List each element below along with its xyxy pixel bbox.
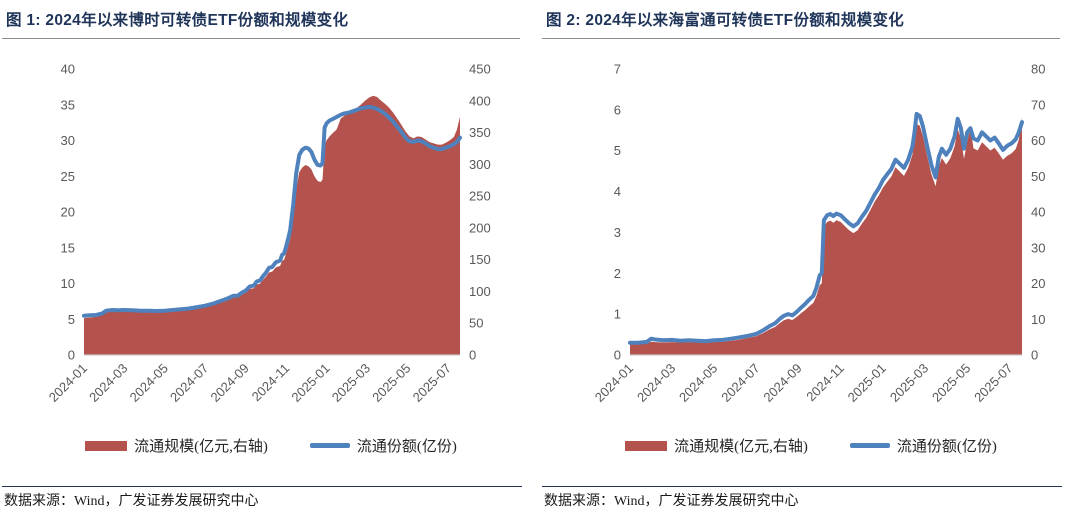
x-axis-ticks: 2024-012024-032024-052024-072024-092024-…: [46, 361, 454, 405]
area-swatch-icon: [85, 440, 128, 451]
legend-item-share: 流通份额(亿份): [849, 435, 997, 456]
figure-2: 图 2: 2024年以来海富通可转债ETF份额和规模变化 0 1 2 3 4 5 6 7 0 10…: [540, 0, 1080, 523]
svg-text:40: 40: [61, 62, 75, 77]
svg-text:2024-09: 2024-09: [207, 361, 251, 405]
svg-text:250: 250: [469, 189, 491, 204]
svg-text:7: 7: [614, 62, 621, 77]
figure-1-chart-canvas: 0510152025303540050100150200250300350400…: [46, 62, 491, 405]
svg-text:350: 350: [469, 125, 491, 140]
figure-2-title-rule: [542, 38, 1060, 39]
right-axis-ticks: 0 50 100 150 200 250 300 350 400 450: [469, 62, 491, 363]
left-axis-ticks: 0 5 10 15 20 25 30 35 40: [61, 62, 75, 363]
svg-text:0: 0: [68, 348, 75, 363]
svg-text:25: 25: [61, 169, 75, 184]
svg-text:40: 40: [1031, 205, 1045, 220]
figure-2-chart-canvas: 01234567010203040506070802024-012024-032…: [592, 62, 1046, 405]
svg-text:6: 6: [614, 102, 621, 117]
svg-text:150: 150: [469, 252, 491, 267]
svg-text:35: 35: [61, 97, 75, 112]
legend-label-share: 流通份额(亿份): [896, 439, 997, 455]
svg-text:450: 450: [469, 62, 491, 77]
figure-1-source-rule: [2, 486, 522, 487]
svg-text:2025-01: 2025-01: [288, 361, 332, 405]
svg-text:10: 10: [1031, 312, 1045, 327]
svg-text:2024-01: 2024-01: [592, 361, 636, 405]
svg-text:400: 400: [469, 93, 491, 108]
svg-text:2024-05: 2024-05: [676, 361, 720, 405]
svg-text:2024-11: 2024-11: [803, 361, 847, 405]
svg-text:70: 70: [1031, 97, 1045, 112]
series-area: [630, 117, 1022, 355]
figure-1-title: 图 1: 2024年以来博时可转债ETF份额和规模变化: [6, 12, 349, 29]
svg-text:2024-07: 2024-07: [718, 361, 762, 405]
svg-text:2025-05: 2025-05: [929, 361, 973, 405]
svg-text:300: 300: [469, 157, 491, 172]
legend-label-share: 流通份额(亿份): [356, 439, 457, 455]
series-area: [84, 95, 460, 355]
figure-1-legend: 流通规模(亿元,右轴) 流通份额(亿份): [2, 435, 540, 456]
right-axis-ticks: 0 10 20 30 40 50 60 70 80: [1031, 62, 1045, 363]
svg-text:4: 4: [614, 184, 621, 199]
svg-text:2024-09: 2024-09: [760, 361, 804, 405]
svg-text:5: 5: [614, 143, 621, 158]
svg-text:50: 50: [469, 316, 483, 331]
svg-text:30: 30: [61, 133, 75, 148]
svg-text:2025-03: 2025-03: [329, 361, 373, 405]
figure-1: 图 1: 2024年以来博时可转债ETF份额和规模变化 0 5 10 15 20 25 30…: [2, 12, 540, 509]
series-line: [82, 104, 462, 318]
svg-text:30: 30: [1031, 240, 1045, 255]
svg-text:10: 10: [61, 276, 75, 291]
figure-2-title: 图 2: 2024年以来海富通可转债ETF份额和规模变化: [546, 12, 905, 29]
figure-1-source-note: 数据来源：Wind，广发证券发展研究中心: [4, 494, 259, 509]
svg-text:5: 5: [68, 312, 75, 327]
svg-text:2025-05: 2025-05: [369, 361, 413, 405]
left-axis-ticks: 0 1 2 3 4 5 6 7: [614, 62, 621, 363]
legend-item-scale: 流通规模(亿元,右轴): [85, 435, 268, 456]
figure-2-legend: 流通规模(亿元,右轴) 流通份额(亿份): [542, 435, 1080, 456]
svg-text:2024-01: 2024-01: [46, 361, 90, 405]
series-line: [628, 111, 1024, 345]
svg-text:2: 2: [614, 266, 621, 281]
svg-text:15: 15: [61, 240, 75, 255]
svg-text:80: 80: [1031, 62, 1045, 77]
legend-label-scale: 流通规模(亿元,右轴): [134, 439, 268, 455]
legend-label-scale: 流通规模(亿元,右轴): [674, 439, 808, 455]
legend-item-share: 流通份额(亿份): [309, 435, 457, 456]
svg-text:2025-01: 2025-01: [845, 361, 889, 405]
svg-text:0: 0: [1031, 348, 1038, 363]
svg-text:2024-07: 2024-07: [167, 361, 211, 405]
svg-text:2024-03: 2024-03: [634, 361, 678, 405]
svg-text:50: 50: [1031, 169, 1045, 184]
svg-text:20: 20: [61, 205, 75, 220]
svg-text:0: 0: [469, 348, 476, 363]
legend-item-scale: 流通规模(亿元,右轴): [625, 435, 808, 456]
figure-1-title-rule: [2, 38, 520, 39]
svg-text:2025-07: 2025-07: [971, 361, 1015, 405]
svg-text:0: 0: [614, 348, 621, 363]
x-axis-ticks: 2024-012024-032024-052024-072024-092024-…: [592, 361, 1016, 405]
figure-2-source-rule: [542, 486, 1062, 487]
svg-text:60: 60: [1031, 133, 1045, 148]
area-swatch-icon: [625, 440, 668, 451]
svg-text:200: 200: [469, 220, 491, 235]
svg-text:1: 1: [614, 307, 621, 322]
line-swatch-icon: [309, 443, 350, 448]
svg-text:2024-03: 2024-03: [86, 361, 130, 405]
svg-text:2024-11: 2024-11: [249, 361, 293, 405]
svg-text:2025-07: 2025-07: [410, 361, 454, 405]
svg-text:3: 3: [614, 225, 621, 240]
svg-text:100: 100: [469, 284, 491, 299]
figure-2-source-note: 数据来源：Wind，广发证券发展研究中心: [544, 494, 799, 509]
svg-text:2024-05: 2024-05: [127, 361, 171, 405]
svg-text:20: 20: [1031, 276, 1045, 291]
line-swatch-icon: [849, 443, 890, 448]
svg-text:2025-03: 2025-03: [887, 361, 931, 405]
